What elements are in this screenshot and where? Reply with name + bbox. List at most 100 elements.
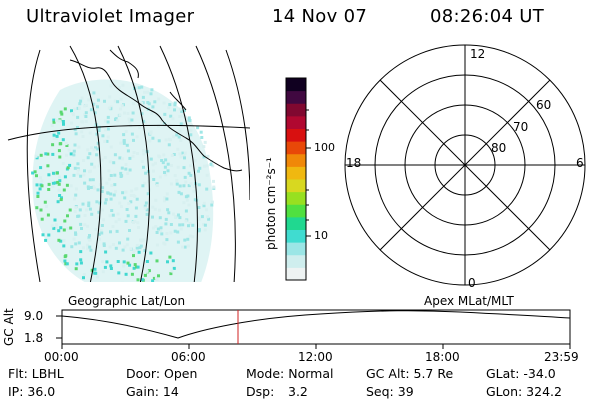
emission-pixel: [175, 178, 179, 182]
emission-pixel: [86, 243, 89, 247]
emission-pixel: [113, 153, 117, 157]
emission-pixel: [46, 152, 50, 156]
emission-pixel: [131, 111, 135, 115]
emission-pixel: [80, 120, 84, 124]
emission-pixel: [85, 208, 89, 212]
emission-pixel: [151, 169, 155, 173]
emission-pixel: [134, 284, 137, 287]
emission-pixel: [122, 133, 126, 137]
emission-pixel: [151, 226, 155, 230]
emission-pixel: [39, 208, 43, 212]
emission-pixel: [51, 152, 55, 156]
emission-pixel: [178, 129, 182, 133]
emission-pixel: [44, 152, 48, 156]
emission-pixel: [74, 267, 78, 271]
emission-pixel: [57, 149, 61, 153]
emission-pixel: [121, 191, 125, 195]
emission-pixel: [76, 172, 80, 176]
emission-pixel: [105, 260, 109, 264]
emission-pixel: [83, 104, 87, 108]
emission-pixel: [103, 140, 107, 143]
emission-pixel: [122, 260, 126, 264]
emission-pixel: [87, 204, 91, 208]
emission-pixel: [125, 143, 129, 147]
emission-pixel: [183, 245, 187, 249]
emission-pixel: [166, 208, 170, 212]
emission-pixel: [47, 182, 51, 186]
emission-pixel: [178, 223, 182, 227]
emission-pixel: [126, 237, 130, 241]
color-unit-label: photon cm⁻²s⁻¹: [264, 157, 278, 250]
emission-pixel: [183, 151, 187, 155]
emission-pixel: [178, 184, 182, 188]
emission-pixel: [128, 263, 132, 267]
emission-pixel: [132, 254, 135, 258]
emission-pixel: [138, 125, 142, 129]
emission-pixel: [63, 175, 67, 179]
dsp-value: 3.2: [288, 384, 308, 399]
emission-pixel: [189, 173, 193, 177]
emission-pixel: [66, 214, 69, 218]
emission-pixel: [202, 201, 206, 205]
emission-pixel: [163, 165, 167, 169]
emission-pixel: [69, 152, 73, 156]
emission-pixel: [93, 186, 96, 190]
emission-pixel: [60, 112, 64, 116]
emission-pixel: [151, 105, 155, 109]
emission-pixel: [69, 226, 73, 230]
emission-pixel: [132, 138, 135, 142]
emission-pixel: [170, 269, 174, 273]
emission-pixel: [107, 177, 111, 181]
emission-pixel: [65, 144, 69, 147]
emission-pixel: [40, 184, 44, 188]
emission-pixel: [124, 162, 128, 166]
emission-pixel: [167, 106, 171, 110]
emission-pixel: [52, 133, 56, 137]
emission-pixel: [116, 119, 120, 123]
emission-pixel: [103, 156, 107, 159]
emission-pixel: [95, 132, 99, 136]
emission-pixel: [129, 247, 133, 251]
emission-pixel: [195, 195, 199, 199]
emission-pixel: [35, 206, 39, 210]
emission-pixel: [47, 188, 51, 191]
emission-pixel: [141, 278, 144, 282]
emission-pixel: [150, 111, 154, 115]
emission-pixel: [130, 189, 134, 193]
emission-pixel: [93, 267, 97, 271]
emission-pixel: [73, 128, 77, 132]
emission-pixel: [113, 99, 117, 103]
emission-pixel: [124, 130, 128, 133]
emission-pixel: [136, 221, 140, 225]
time-label: 06:00: [171, 350, 206, 364]
emission-pixel: [154, 225, 158, 229]
emission-pixel: [202, 145, 206, 149]
emission-pixel: [115, 229, 119, 233]
emission-pixel: [171, 117, 175, 121]
emission-pixel: [129, 200, 133, 204]
emission-pixel: [73, 107, 77, 111]
emission-pixel: [133, 263, 137, 267]
emission-pixel: [101, 260, 105, 264]
emission-pixel: [145, 260, 149, 263]
emission-pixel: [157, 274, 160, 278]
emission-pixel: [181, 151, 185, 155]
emission-pixel: [83, 181, 87, 185]
emission-pixel: [36, 195, 40, 198]
emission-pixel: [191, 223, 195, 227]
emission-pixel: [63, 259, 67, 263]
emission-pixel: [66, 166, 70, 170]
emission-pixel: [82, 159, 86, 162]
emission-pixel: [205, 173, 209, 177]
emission-pixel: [146, 90, 150, 94]
emission-pixel: [71, 111, 75, 115]
emission-pixel: [197, 183, 201, 187]
emission-pixel: [118, 241, 121, 245]
uv-emission-disk: [32, 79, 214, 282]
color-scale-segment: [286, 204, 306, 218]
coastline: [69, 49, 243, 172]
emission-pixel: [189, 164, 193, 168]
glon-status: GLon: 324.2: [486, 384, 562, 399]
emission-pixel: [57, 229, 61, 233]
emission-pixel: [74, 206, 78, 210]
